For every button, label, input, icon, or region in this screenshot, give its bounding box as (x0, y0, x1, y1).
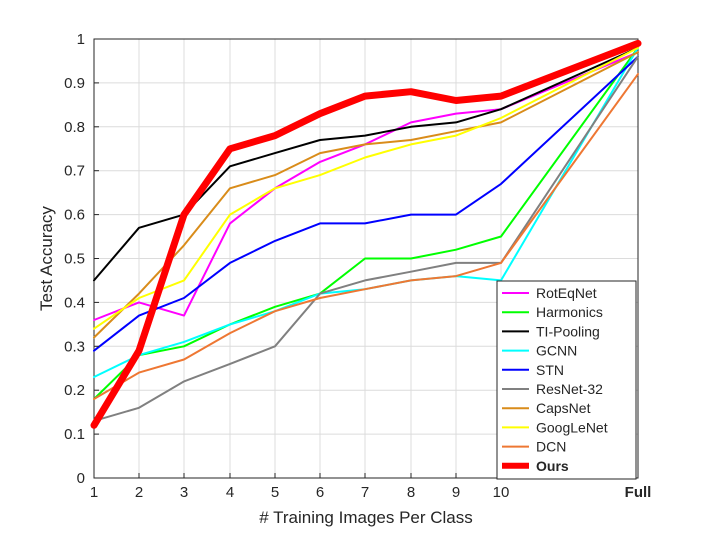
x-axis-ticks: 1 2 3 4 5 6 7 8 9 10 Full (90, 473, 652, 501)
y-tick-label: 0.3 (64, 338, 85, 355)
x-tick-label: 3 (180, 484, 188, 501)
series-line-ours (90, 39, 642, 429)
x-tick-label: 6 (316, 484, 324, 501)
legend-entry: CapsNet (536, 400, 591, 416)
legend-entry: DCN (536, 439, 566, 455)
x-tick-label: 5 (271, 484, 279, 501)
x-tick-label: Full (625, 484, 652, 501)
x-tick-label: 9 (452, 484, 460, 501)
series-line-resnet-32 (93, 55, 639, 422)
x-tick-label: 7 (361, 484, 369, 501)
series-line-ti-pooling (93, 46, 639, 282)
y-tick-label: 0.4 (64, 294, 85, 311)
x-tick-label: 8 (407, 484, 415, 501)
y-tick-label: 1 (77, 31, 85, 48)
y-tick-label: 0.1 (64, 426, 85, 443)
x-tick-label: 1 (90, 484, 98, 501)
legend-entry: RotEqNet (536, 285, 597, 301)
y-tick-label: 0.6 (64, 207, 85, 224)
legend-entry: STN (536, 362, 564, 378)
y-axis-ticks: 0 0.1 0.2 0.3 0.4 0.5 0.6 0.7 0.8 0.9 1 (64, 31, 99, 487)
series-line-googlenet (93, 46, 639, 330)
legend-entry: GCNN (536, 343, 577, 359)
legend-entry: TI-Pooling (536, 323, 600, 339)
y-tick-label: 0.5 (64, 251, 85, 268)
y-tick-label: 0.8 (64, 119, 85, 136)
series-line-stn (93, 55, 639, 352)
series-lines (90, 39, 642, 429)
series-line-roteqnet (93, 51, 639, 321)
y-axis-label: Test Accuracy (37, 206, 56, 311)
legend-entry: Ours (536, 458, 569, 474)
x-axis-label: # Training Images Per Class (259, 508, 473, 527)
y-tick-label: 0.7 (64, 163, 85, 180)
y-tick-label: 0 (77, 470, 85, 487)
series-line-dcn (93, 73, 639, 400)
y-tick-label: 0.2 (64, 382, 85, 399)
x-tick-label: 10 (493, 484, 510, 501)
x-tick-label: 4 (226, 484, 234, 501)
x-tick-label: 2 (135, 484, 143, 501)
legend-entry: Harmonics (536, 304, 603, 320)
y-tick-label: 0.9 (64, 75, 85, 92)
legend-entry: ResNet-32 (536, 381, 603, 397)
legend: RotEqNet Harmonics TI-Pooling GCNN STN ResNet… (496, 280, 637, 480)
legend-entry: GoogLeNet (536, 419, 608, 435)
